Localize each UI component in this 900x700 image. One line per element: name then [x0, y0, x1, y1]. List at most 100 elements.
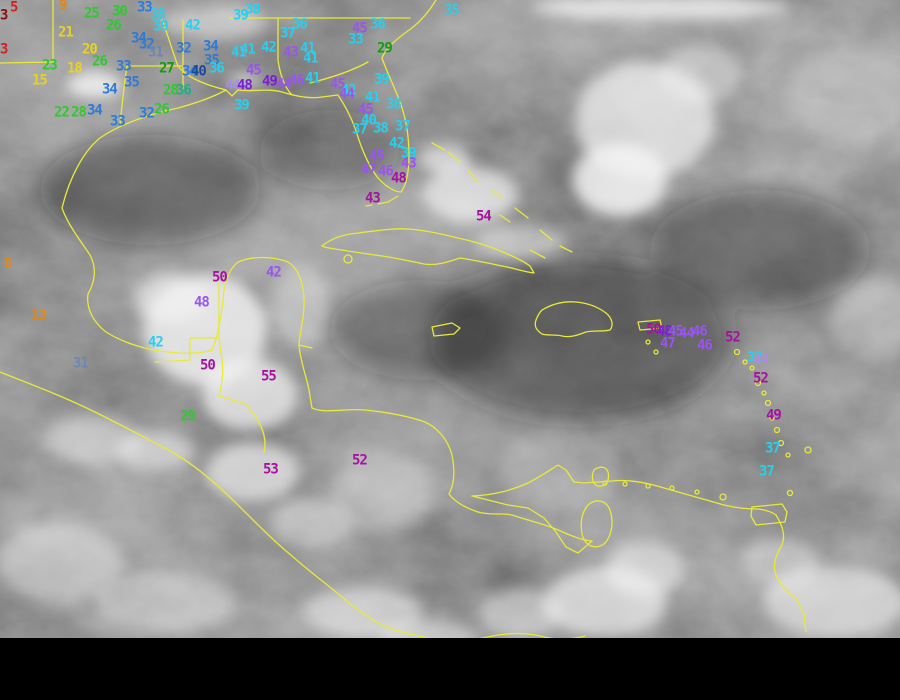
coastline-venezuela — [471, 464, 777, 516]
station-pwv-value: 25 — [84, 6, 99, 22]
station-pwv-value: 45 — [352, 21, 367, 37]
station-pwv-value: 26 — [154, 102, 169, 118]
station-pwv-value: 43 — [401, 156, 416, 172]
island-trinidad — [750, 503, 788, 526]
coastline-pacific — [0, 371, 439, 641]
islands-bahamas — [431, 142, 573, 259]
station-pwv-value: 39 — [234, 98, 249, 114]
station-pwv-value: 47 — [660, 336, 675, 352]
station-pwv-value: 42 — [185, 18, 200, 34]
station-pwv-value: 48 — [237, 78, 252, 94]
dark-sea-patches — [40, 110, 870, 420]
station-pwv-value: 29 — [180, 409, 195, 425]
station-pwv-value: 34 — [102, 82, 117, 98]
station-pwv-value: 36 — [292, 17, 307, 33]
station-pwv-value: 54 — [476, 209, 491, 225]
station-pwv-value: 31 — [73, 356, 88, 372]
coastline-orinoco-delta — [773, 514, 807, 633]
station-pwv-value: 39 — [374, 72, 389, 88]
station-pwv-value: 31 — [148, 45, 163, 61]
station-pwv-value: 53 — [263, 462, 278, 478]
station-pwv-value: 32 — [176, 41, 191, 57]
station-pwv-value: 37 — [352, 122, 367, 138]
station-pwv-value: 44 — [276, 77, 291, 93]
station-pwv-value: 33 — [116, 59, 131, 75]
station-pwv-value: 35 — [444, 3, 459, 19]
island-jamaica — [431, 322, 461, 337]
station-pwv-value: 45 — [369, 149, 384, 165]
station-pwv-value: 35 — [204, 53, 219, 69]
coastline-colombia — [471, 495, 593, 554]
station-pwv-value: 9 — [59, 0, 67, 14]
station-pwv-value: 20 — [82, 42, 97, 58]
station-pwv-value: 47 — [361, 162, 376, 178]
station-pwv-value: 41 — [231, 45, 246, 61]
station-pwv-value: 42 — [341, 83, 356, 99]
station-pwv-value: 44 — [225, 78, 240, 94]
station-pwv-value: 46 — [378, 164, 393, 180]
station-pwv-value: 39 — [233, 8, 248, 24]
station-pwv-value: 37 — [747, 350, 762, 366]
station-pwv-value: 50 — [646, 322, 661, 338]
station-pwv-value: 15 — [32, 73, 47, 89]
island-cuba — [321, 228, 535, 274]
station-pwv-value: 37 — [395, 119, 410, 135]
station-pwv-value: 50 — [200, 358, 215, 374]
station-pwv-value: 37 — [765, 441, 780, 457]
station-pwv-value: 44 — [339, 87, 354, 103]
station-pwv-value: 40 — [191, 64, 206, 80]
station-pwv-value: 35 — [124, 75, 139, 91]
station-pwv-value: 46 — [697, 338, 712, 354]
station-pwv-value: 36 — [209, 61, 224, 77]
station-pwv-value: 23 — [42, 58, 57, 74]
coastline-gulf-florida — [61, 0, 437, 209]
station-pwv-value: 55 — [261, 369, 276, 385]
station-pwv-value: 43 — [283, 45, 298, 61]
station-pwv-value: 40 — [361, 113, 376, 129]
station-pwv-value: 33 — [110, 114, 125, 130]
station-pwv-value: 52 — [725, 330, 740, 346]
station-pwv-value: 36 — [370, 17, 385, 33]
station-pwv-value: 48 — [194, 295, 209, 311]
station-pwv-value: 41 — [240, 42, 255, 58]
station-pwv-value: 34 — [87, 103, 102, 119]
station-pwv-value: 42 — [148, 335, 163, 351]
station-pwv-value: 33 — [137, 0, 152, 16]
station-pwv-value: 38 — [386, 97, 401, 113]
central-america-borders — [154, 281, 313, 453]
station-pwv-value: 41 — [303, 51, 318, 67]
station-pwv-value: 48 — [391, 171, 406, 187]
station-pwv-value: 38 — [150, 7, 165, 23]
station-pwv-value: 49 — [766, 408, 781, 424]
station-pwv-value: 33 — [348, 32, 363, 48]
station-pwv-value: 34 — [203, 39, 218, 55]
station-pwv-value: 36 — [176, 83, 191, 99]
station-pwv-value: 22 — [54, 105, 69, 121]
cloud-layer — [0, 0, 900, 645]
station-pwv-value: 45 — [330, 77, 345, 93]
station-pwv-value: 52 — [753, 371, 768, 387]
station-pwv-value: 48 — [657, 324, 672, 340]
station-pwv-value: 26 — [106, 18, 121, 34]
station-pwv-value: 38 — [245, 2, 260, 18]
station-pwv-value: 42 — [266, 265, 281, 281]
station-pwv-value: 38 — [373, 121, 388, 137]
island-puerto-rico — [637, 319, 663, 331]
station-pwv-value: 50 — [212, 270, 227, 286]
station-pwv-value: 18 — [67, 61, 82, 77]
station-pwv-value: 37 — [759, 464, 774, 480]
station-pwv-value: 26 — [92, 54, 107, 70]
station-pwv-value: 34 — [182, 64, 197, 80]
station-pwv-value: 45 — [246, 63, 261, 79]
station-pwv-value: 41 — [365, 90, 380, 106]
station-pwv-value: 39 — [153, 19, 168, 35]
station-pwv-value: 3 — [0, 42, 8, 58]
station-pwv-value: 46 — [289, 73, 304, 89]
station-pwv-value: 13 — [31, 308, 46, 324]
station-pwv-value: 21 — [58, 25, 73, 41]
florida-keys — [365, 195, 399, 207]
station-pwv-value: 30 — [112, 4, 127, 20]
